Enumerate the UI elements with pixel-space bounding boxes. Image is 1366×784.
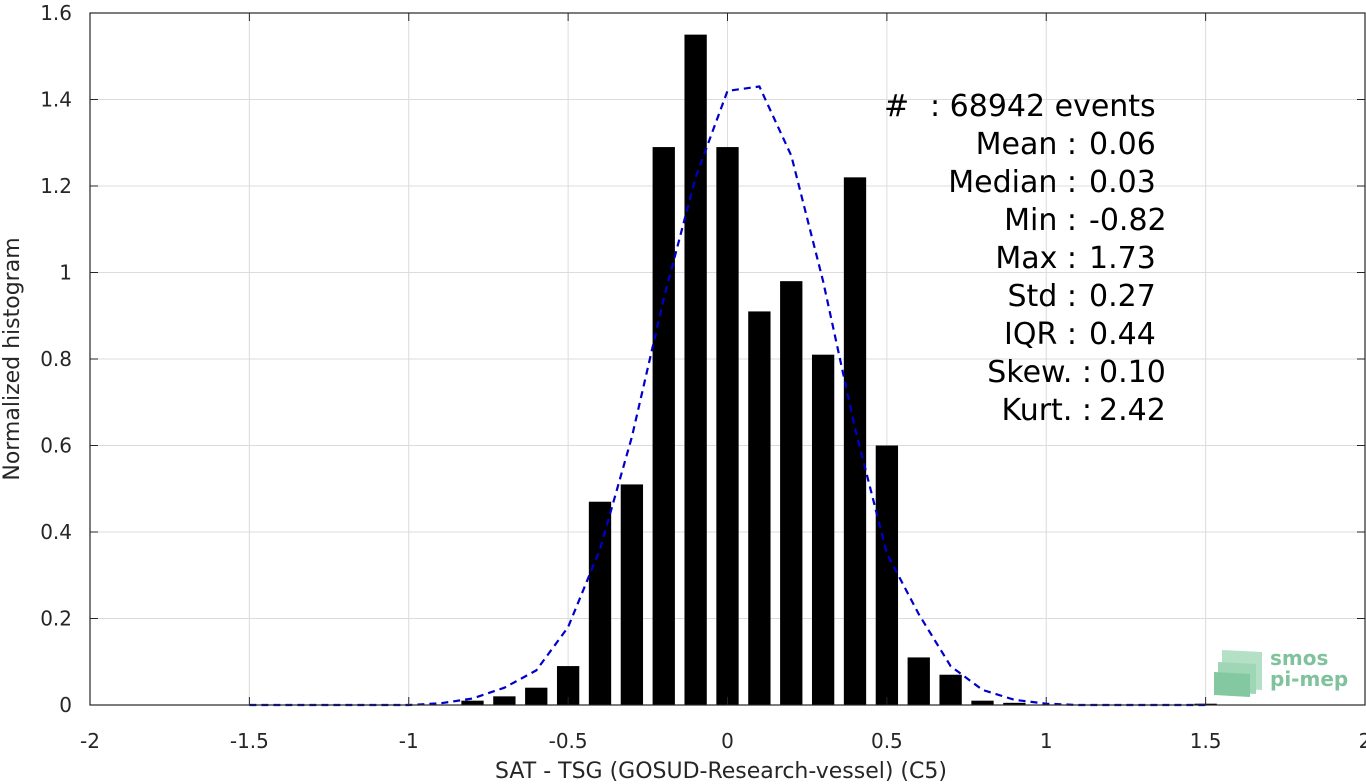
- histogram-bar: [525, 687, 548, 705]
- stats-skew-label: Skew. :: [987, 355, 1092, 390]
- histogram-bar: [780, 281, 803, 705]
- histogram-bars: [461, 34, 1217, 706]
- histogram-bar: [907, 657, 930, 705]
- x-tick-label: -0.5: [549, 729, 588, 753]
- x-tick-labels: -2 -1.5 -1 -0.5 0 0.5 1 1.5 2: [80, 729, 1366, 753]
- histogram-bar: [939, 674, 962, 705]
- histogram-bar: [493, 696, 516, 705]
- y-tick-label: 0.2: [40, 607, 72, 631]
- x-tick-label: 0: [721, 729, 734, 753]
- logo-text-smos: smos: [1270, 646, 1328, 670]
- x-tick-label: -1: [399, 729, 419, 753]
- x-tick-label: -1.5: [230, 729, 269, 753]
- stats-count-prefix: #: [884, 89, 909, 124]
- logo-text-pi-mep: pi-mep: [1270, 667, 1348, 691]
- stats-median-value: 0.03: [1089, 165, 1156, 200]
- smos-pi-mep-logo: smos pi-mep: [1214, 646, 1348, 697]
- histogram-bar: [971, 700, 994, 705]
- stats-box: # : 68942 events Mean : 0.06 Median : 0.…: [884, 89, 1167, 428]
- stats-iqr-label: IQR :: [1004, 317, 1077, 352]
- stats-min-label: Min :: [1004, 203, 1077, 238]
- x-tick-label: 1: [1040, 729, 1053, 753]
- histogram-bar: [652, 147, 675, 705]
- y-tick-label: 1: [59, 261, 72, 285]
- y-tick-label: 0.6: [40, 434, 72, 458]
- histogram-bar: [461, 700, 484, 705]
- y-tick-label: 0.8: [40, 347, 72, 371]
- x-tick-label: 2: [1359, 729, 1366, 753]
- histogram-bar: [843, 177, 867, 706]
- histogram-bar: [1003, 702, 1026, 705]
- histogram-bar: [620, 484, 644, 705]
- stats-median-label: Median :: [948, 165, 1077, 200]
- stats-mean-value: 0.06: [1089, 127, 1156, 162]
- histogram-bar: [875, 445, 899, 705]
- y-tick-label: 1.6: [40, 1, 72, 25]
- stats-std-label: Std :: [1008, 279, 1078, 314]
- axis-ticks: [89, 12, 1366, 706]
- stats-count-value: : 68942 events: [930, 89, 1156, 124]
- stats-max-value: 1.73: [1089, 241, 1156, 276]
- y-tick-labels: 0 0.2 0.4 0.6 0.8 1 1.2 1.4 1.6: [40, 1, 72, 717]
- stats-mean-label: Mean :: [976, 127, 1077, 162]
- stats-std-value: 0.27: [1089, 279, 1156, 314]
- y-tick-label: 1.2: [40, 174, 72, 198]
- histogram-bar: [748, 311, 771, 705]
- x-tick-label: 0.5: [871, 729, 903, 753]
- histogram-bar: [684, 34, 707, 705]
- histogram-bar: [556, 666, 580, 705]
- stats-min-value: -0.82: [1089, 203, 1167, 238]
- logo-waves-icon: [1214, 650, 1262, 697]
- x-axis-label: SAT - TSG (GOSUD-Research-vessel) (C5): [495, 759, 947, 784]
- x-tick-label: 1.5: [1190, 729, 1222, 753]
- y-tick-label: 0.4: [40, 520, 72, 544]
- stats-skew-value: 0.10: [1099, 355, 1166, 390]
- stats-kurt-value: 2.42: [1099, 393, 1166, 428]
- stats-iqr-value: 0.44: [1089, 317, 1156, 352]
- stats-max-label: Max :: [995, 241, 1077, 276]
- stats-kurt-label: Kurt. :: [1002, 393, 1092, 428]
- y-axis-label: Normalized histogram: [0, 237, 25, 480]
- x-tick-label: -2: [80, 729, 100, 753]
- histogram-bar: [716, 147, 739, 705]
- histogram-bar: [811, 354, 835, 705]
- y-tick-label: 0: [59, 693, 72, 717]
- y-tick-label: 1.4: [40, 88, 72, 112]
- histogram-bar: [588, 501, 612, 705]
